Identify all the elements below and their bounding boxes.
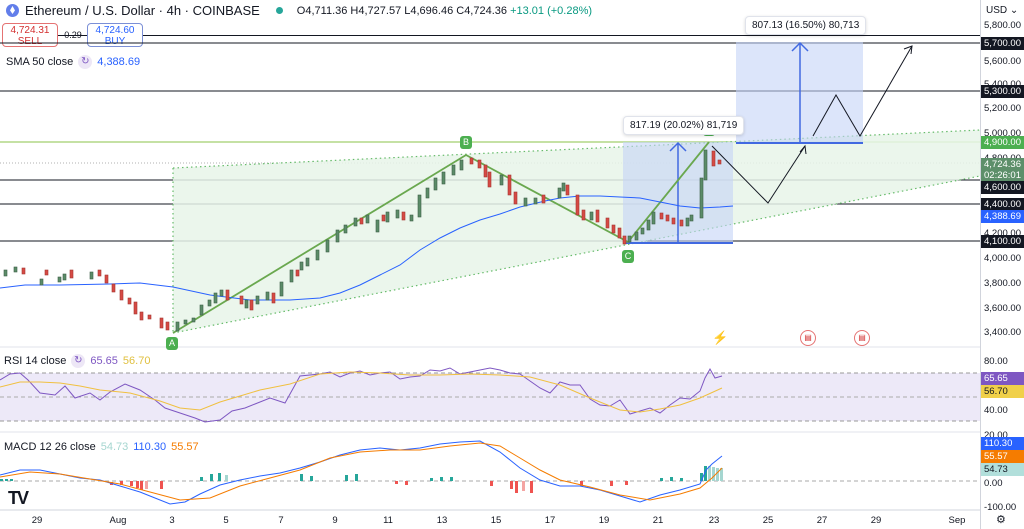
macd-hist-value: 54.73 (100, 441, 129, 453)
time-tick: 11 (383, 515, 393, 526)
us-flag-event-icon[interactable]: ▤ (854, 330, 870, 346)
ohlc-values: O4,711.36 H4,727.57 L4,696.46 C4,724.36 … (297, 5, 592, 17)
loading-icon: ↻ (71, 354, 86, 368)
loading-icon: ↻ (78, 55, 93, 69)
close-value: C4,724.36 (456, 4, 508, 17)
sma-line (0, 195, 734, 301)
symbol-header: Ethereum / U.S. Dollar · 4h · COINBASE O… (6, 3, 592, 18)
open-value: O4,711.36 (296, 4, 348, 17)
macd-label: MACD 12 26 close (4, 441, 96, 453)
us-flag-event-icon[interactable]: ▤ (800, 330, 816, 346)
rsi-legend[interactable]: RSI 14 close ↻ 65.65 56.70 (4, 354, 150, 368)
point-b-label[interactable]: B (460, 136, 472, 149)
axis-tick: 5,000.00 (984, 128, 1021, 139)
axis-price-badge: 55.57 (981, 450, 1024, 463)
axis-price-badge: 4,724.36 (981, 158, 1024, 171)
time-tick: 23 (708, 515, 720, 526)
axis-tick: -100.00 (984, 502, 1017, 513)
rsi-label: RSI 14 close (4, 355, 67, 367)
point-c-label[interactable]: C (622, 250, 634, 263)
axis-price-badge: 110.30 (981, 437, 1024, 450)
time-tick: 3 (169, 515, 175, 526)
buy-label: BUY (104, 36, 126, 47)
buy-price: 4,724.60 (95, 25, 135, 36)
time-tick: 9 (332, 515, 338, 526)
axis-tick: 40.00 (984, 405, 1008, 416)
axis-price-badge: 4,900.00 (981, 136, 1024, 149)
rsi-ma-value: 56.70 (122, 355, 151, 367)
point-a-label[interactable]: A (166, 337, 178, 350)
time-tick: 29 (870, 515, 882, 526)
axis-price-badge: 54.73 (981, 463, 1024, 476)
macd-line (0, 440, 723, 505)
market-open-icon (275, 7, 283, 14)
settings-icon[interactable]: ⚙ (996, 514, 1006, 526)
axis-tick: 0.00 (984, 478, 1003, 489)
axis-tick: 5,800.00 (984, 20, 1021, 31)
measure-label-lower[interactable]: 817.19 (20.02%) 81,719 (623, 116, 745, 135)
time-tick: 15 (490, 515, 502, 526)
axis-price-badge: 5,300.00 (981, 85, 1024, 98)
rsi-line (0, 367, 723, 423)
axis-price-badge: 5,700.00 (981, 37, 1024, 50)
time-tick: 17 (544, 515, 556, 526)
abc-pattern-line (172, 141, 710, 334)
rsi-value: 65.65 (90, 355, 118, 367)
time-tick: 29 (31, 515, 43, 526)
macd-histogram (0, 466, 723, 493)
time-tick: 21 (652, 515, 664, 526)
triangle-pattern (173, 130, 980, 333)
time-tick: 5 (223, 515, 229, 526)
sma-value: 4,388.69 (97, 56, 141, 68)
axis-tick: 5,200.00 (984, 103, 1021, 114)
sma-label: SMA 50 close (6, 56, 74, 68)
axis-tick: 3,600.00 (984, 303, 1021, 314)
macd-signal-value: 55.57 (171, 441, 199, 453)
signal-line (0, 442, 723, 501)
time-tick: Aug (109, 515, 127, 526)
time-tick: 7 (278, 515, 284, 526)
price-chart[interactable] (0, 0, 980, 529)
time-tick: 25 (762, 515, 774, 526)
spread-value: 0.29 (64, 30, 82, 40)
axis-tick: 5,400.00 (984, 79, 1024, 90)
axis-price-badge: 65.65 (981, 372, 1024, 385)
symbol-title[interactable]: Ethereum / U.S. Dollar · 4h · COINBASE (25, 3, 260, 18)
axis-tick: 20.00 (984, 430, 1008, 441)
axis-tick: 5,600.00 (984, 56, 1021, 67)
time-tick: 27 (816, 515, 828, 526)
time-tick: Sep (948, 515, 966, 526)
axis-price-badge: 02:26:01 (981, 169, 1024, 182)
candles (3, 149, 722, 332)
trade-line (58, 35, 980, 36)
axis-tick: 80.00 (984, 356, 1008, 367)
macd-value: 110.30 (133, 441, 167, 453)
low-value: L4,696.46 (404, 4, 454, 17)
ethereum-icon (6, 4, 19, 17)
axis-price-badge: 56.70 (981, 385, 1024, 398)
sma-legend[interactable]: SMA 50 close ↻ 4,388.69 (6, 55, 140, 69)
macd-legend[interactable]: MACD 12 26 close 54.73 110.30 55.57 (4, 441, 199, 453)
axis-tick: 4,000.00 (984, 253, 1021, 264)
axis-price-badge: 4,400.00 (981, 198, 1024, 211)
sell-price: 4,724.31 (10, 25, 50, 36)
tradingview-logo[interactable]: TV (8, 488, 29, 508)
axis-tick: 3,800.00 (984, 278, 1021, 289)
lightning-event-icon[interactable]: ⚡ (712, 330, 729, 345)
axis-tick: 4,200.00 (984, 228, 1021, 239)
time-tick: 19 (598, 515, 610, 526)
high-value: H4,727.57 (350, 4, 402, 17)
axis-tick: 3,400.00 (984, 327, 1021, 338)
rsi-ma-line (0, 371, 723, 413)
axis-price-badge: 4,600.00 (981, 181, 1024, 194)
change-value: +13.01 (+0.28%) (510, 4, 593, 17)
measure-label-upper[interactable]: 807.13 (16.50%) 80,713 (745, 16, 867, 35)
axis-price-badge: 4,388.69 (981, 210, 1024, 223)
time-tick: 13 (436, 515, 448, 526)
axis-price-badge: 4,100.00 (981, 235, 1024, 248)
sell-label: SELL (17, 36, 43, 47)
currency-selector[interactable]: USD ⌄ (986, 5, 1019, 16)
